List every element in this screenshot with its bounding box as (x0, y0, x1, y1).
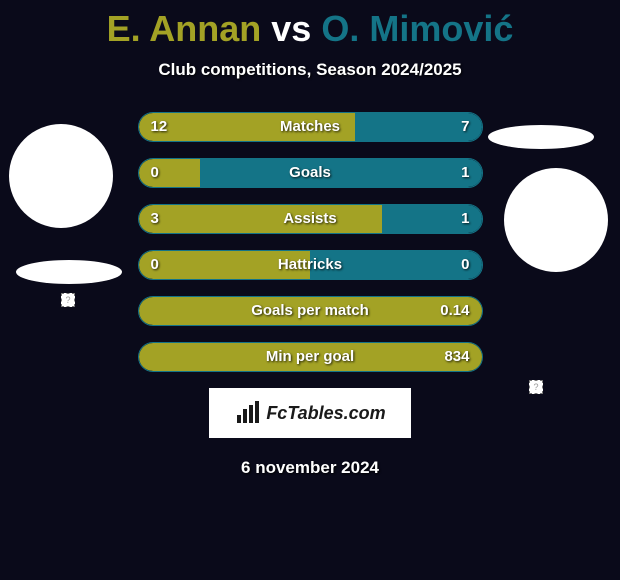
bars-icon (234, 399, 262, 427)
stat-value-right: 0.14 (440, 297, 469, 325)
logo-badge: FcTables.com (209, 388, 411, 438)
page-title: E. Annan vs O. Mimović (0, 0, 620, 50)
flag-icon: ? (61, 293, 75, 307)
title-player1: E. Annan (107, 8, 262, 49)
stat-value-right: 1 (461, 205, 469, 233)
stat-row: 12 Matches 7 (138, 112, 483, 142)
stat-value-right: 1 (461, 159, 469, 187)
stat-value-right: 0 (461, 251, 469, 279)
stat-row: Min per goal 834 (138, 342, 483, 372)
stat-label: Goals per match (139, 297, 482, 325)
avatar-player1-shadow (16, 260, 122, 284)
stat-label: Hattricks (139, 251, 482, 279)
stat-row: 0 Goals 1 (138, 158, 483, 188)
subtitle: Club competitions, Season 2024/2025 (0, 60, 620, 80)
stat-label: Assists (139, 205, 482, 233)
title-player2: O. Mimović (321, 8, 513, 49)
stat-row: 0 Hattricks 0 (138, 250, 483, 280)
stat-label: Goals (139, 159, 482, 187)
stats-container: 12 Matches 7 0 Goals 1 3 Assists 1 0 Hat… (138, 112, 483, 372)
date: 6 november 2024 (0, 458, 620, 478)
title-vs: vs (271, 8, 311, 49)
logo-text: FcTables.com (266, 403, 385, 424)
stat-label: Matches (139, 113, 482, 141)
avatar-player1: ? (9, 124, 113, 228)
stat-row: 3 Assists 1 (138, 204, 483, 234)
stat-row: Goals per match 0.14 (138, 296, 483, 326)
stat-label: Min per goal (139, 343, 482, 371)
avatar-player2: ? (504, 168, 608, 272)
stat-value-right: 834 (444, 343, 469, 371)
flag-icon: ? (529, 380, 543, 394)
stat-value-right: 7 (461, 113, 469, 141)
avatar-player2-shadow (488, 125, 594, 149)
